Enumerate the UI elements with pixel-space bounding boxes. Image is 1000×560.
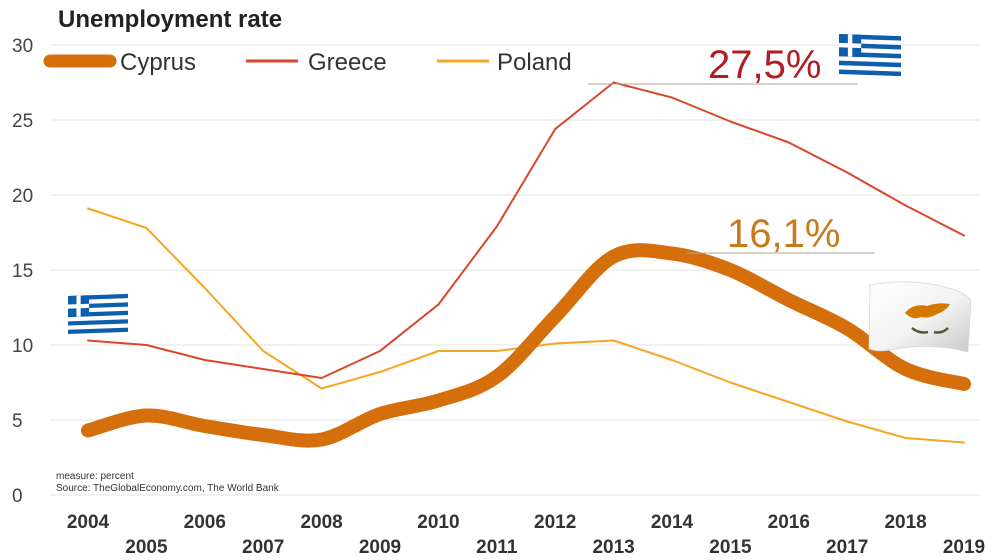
x-tick-label: 2017 [826, 537, 868, 558]
x-tick-label: 2013 [592, 537, 634, 558]
x-tick-label: 2016 [768, 512, 810, 533]
x-axis-ticks: 2004 2005 2006 2007 2008 2009 2010 2011 2012 2013… [67, 512, 985, 558]
callout-cyprus-peak: 16,1% [727, 212, 840, 256]
legend-label-poland: Poland [497, 49, 572, 76]
y-tick-label: 10 [12, 336, 33, 357]
x-tick-label: 2005 [125, 537, 168, 558]
legend-label-cyprus: Cyprus [120, 49, 196, 76]
y-tick-label: 15 [12, 261, 33, 282]
series-lines [81, 81, 971, 448]
y-tick-label: 5 [12, 411, 23, 432]
x-tick-label: 2018 [884, 512, 926, 533]
y-tick-label: 20 [12, 186, 33, 207]
footnote-measure: measure: percent [56, 471, 134, 482]
x-tick-label: 2009 [359, 537, 401, 558]
x-tick-label: 2012 [534, 512, 576, 533]
callout-greece-peak: 27,5% [708, 43, 821, 87]
x-tick-label: 2014 [651, 512, 694, 533]
x-tick-label: 2004 [67, 512, 110, 533]
x-tick-label: 2010 [417, 512, 459, 533]
y-axis-ticks: 0 5 10 15 20 25 30 [12, 36, 33, 507]
x-tick-label: 2007 [242, 537, 284, 558]
chart-title: Unemployment rate [58, 6, 282, 33]
y-tick-label: 25 [12, 111, 33, 132]
x-tick-label: 2006 [184, 512, 226, 533]
series-line-cyprus [81, 243, 971, 448]
x-tick-label: 2011 [476, 537, 518, 558]
series-line-greece [87, 81, 965, 379]
x-tick-label: 2015 [709, 537, 752, 558]
cyprus-flag-icon [868, 281, 972, 353]
x-tick-label: 2008 [300, 512, 342, 533]
footnote-source: Source: TheGlobalEconomy.com, The World … [56, 483, 280, 494]
x-tick-label: 2019 [943, 537, 985, 558]
greece-flag-icon [839, 34, 901, 77]
y-tick-label: 30 [12, 36, 33, 57]
legend: Cyprus Greece Poland [43, 49, 572, 76]
y-tick-label: 0 [12, 486, 23, 507]
greece-flag-icon [68, 293, 128, 334]
legend-label-greece: Greece [308, 49, 387, 76]
